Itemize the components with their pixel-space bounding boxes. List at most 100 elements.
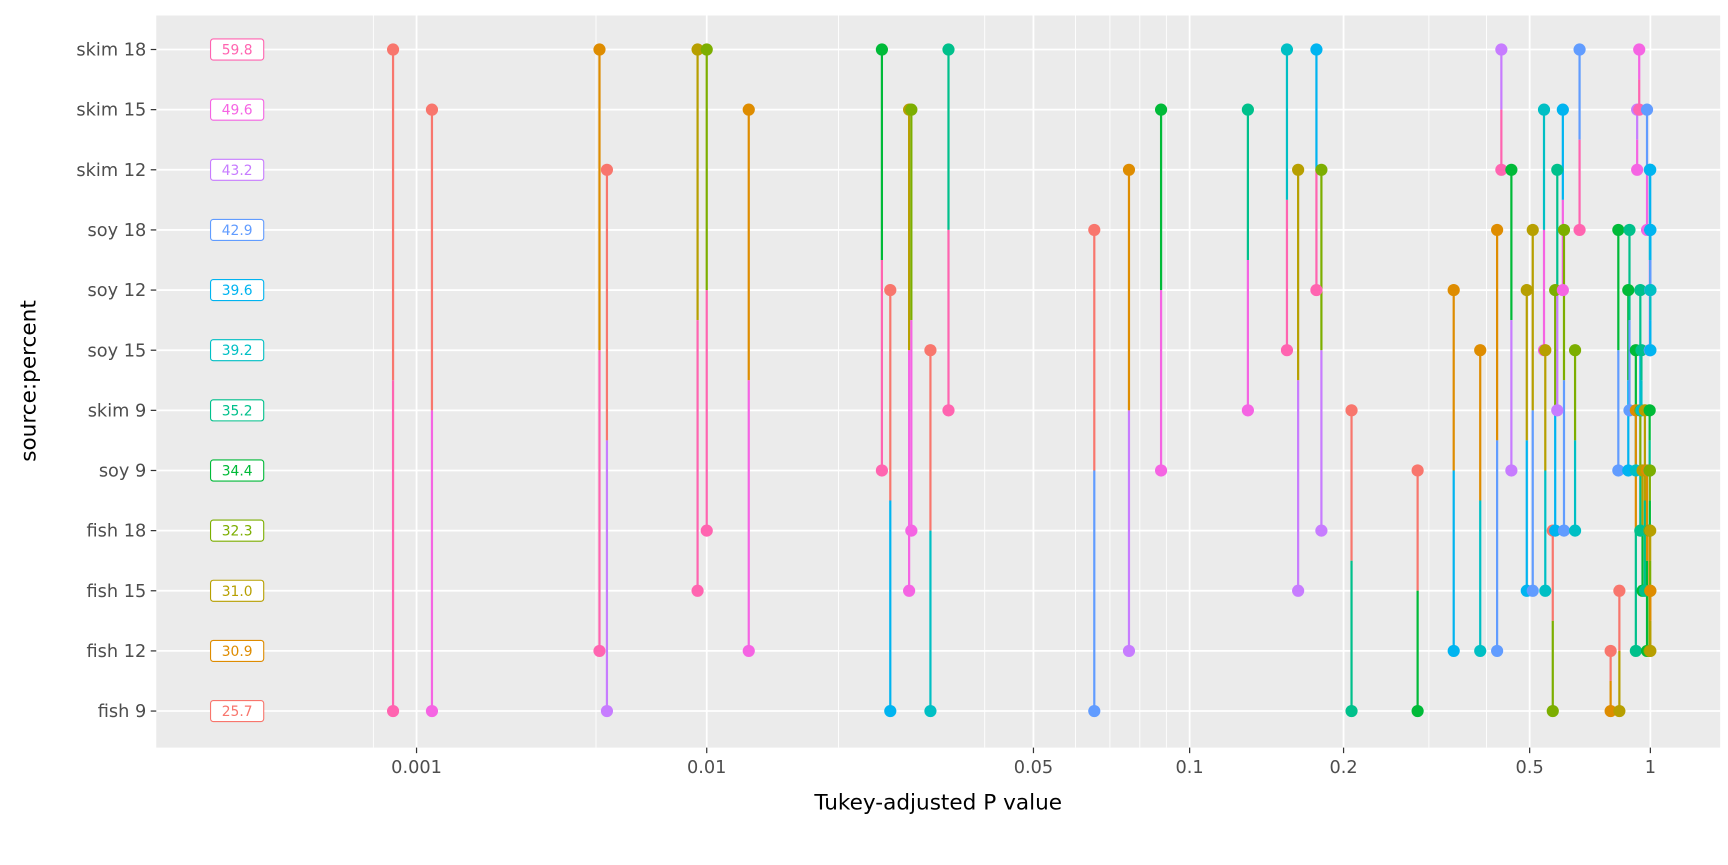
comparison-point	[1644, 644, 1657, 658]
comparison-point	[1505, 163, 1518, 176]
comparison-point	[884, 283, 897, 297]
comparison-point	[1310, 283, 1323, 297]
y-tick-label: skim 9	[88, 401, 147, 421]
comparison-point	[1644, 344, 1657, 357]
comparison-point	[1411, 464, 1424, 477]
comparison-point	[1539, 344, 1552, 357]
comparison-point	[1644, 283, 1657, 297]
comparison-point	[1549, 524, 1562, 537]
comparison-point	[593, 43, 606, 56]
comparison-point	[1310, 43, 1323, 56]
comparison-point	[1546, 704, 1559, 718]
mean-label: 32.3	[222, 524, 253, 540]
comparison-point	[1280, 344, 1294, 357]
comparison-point	[1613, 584, 1626, 597]
comparison-point	[924, 704, 937, 718]
x-axis-title: Tukey-adjusted P value	[813, 791, 1062, 816]
mean-label: 25.7	[222, 704, 253, 720]
comparison-point	[700, 43, 713, 56]
mean-label: 35.2	[222, 403, 253, 419]
comparison-point	[1573, 43, 1586, 56]
comparison-point	[1088, 704, 1101, 718]
x-tick-label: 0.1	[1176, 758, 1204, 778]
mean-label-box	[209, 98, 265, 121]
comparison-point	[1495, 163, 1508, 176]
comparison-point	[1604, 704, 1617, 718]
comparison-point	[691, 43, 704, 56]
comparison-point	[1568, 344, 1582, 357]
comparison-point	[1292, 163, 1305, 176]
comparison-point	[905, 103, 918, 116]
comparison-point	[1629, 644, 1642, 658]
x-tick-label: 1	[1645, 758, 1656, 778]
comparison-point	[1088, 223, 1101, 237]
comparison-point	[1623, 223, 1636, 237]
comparison-point	[742, 103, 755, 116]
comparison-point	[1474, 344, 1487, 357]
comparison-point	[1154, 103, 1168, 116]
panel-background	[156, 15, 1721, 748]
comparison-point	[1556, 103, 1569, 116]
comparison-point	[1315, 524, 1328, 537]
x-tick-label: 0.2	[1329, 758, 1357, 778]
comparison-point	[1633, 43, 1646, 56]
y-tick-label: fish 12	[86, 642, 146, 662]
y-tick-label: soy 12	[88, 281, 147, 301]
mean-label: 59.8	[222, 42, 253, 58]
comparison-point	[742, 644, 755, 658]
comparison-point	[1612, 464, 1625, 477]
comparison-point	[875, 464, 888, 477]
comparison-point	[1644, 163, 1657, 176]
comparison-point	[1474, 644, 1487, 658]
mean-label-box	[209, 278, 265, 302]
comparison-point	[1526, 584, 1539, 597]
comparison-point	[1411, 704, 1424, 718]
comparison-point	[942, 43, 955, 56]
comparison-point	[600, 704, 614, 718]
mean-label: 49.6	[222, 103, 253, 119]
comparison-point	[425, 103, 439, 116]
mean-label: 39.2	[222, 343, 253, 359]
x-tick-label: 0.001	[391, 758, 442, 778]
mean-label: 43.2	[222, 163, 253, 179]
y-axis-title: source:percent	[17, 300, 42, 462]
comparison-point	[1556, 283, 1569, 297]
comparison-point	[1280, 43, 1294, 56]
comparison-point	[924, 344, 937, 357]
mean-label-box	[209, 38, 265, 61]
comparison-point	[1635, 344, 1648, 357]
y-tick-label: fish 18	[86, 522, 146, 542]
x-tick-label: 0.5	[1516, 758, 1544, 778]
comparison-point	[1315, 163, 1328, 176]
comparison-point	[1631, 163, 1644, 176]
y-tick-label: fish 15	[86, 582, 146, 602]
mean-label-box	[209, 459, 265, 482]
mean-label-box	[209, 158, 265, 181]
comparison-point	[1634, 524, 1647, 537]
y-tick-label: skim 15	[76, 101, 146, 121]
minor-gridlines	[372, 15, 1487, 748]
mean-label: 34.4	[222, 463, 253, 479]
comparison-point	[600, 163, 614, 176]
y-tick-label: soy 9	[99, 462, 146, 482]
comparison-point	[1122, 644, 1136, 658]
comparison-point	[1495, 43, 1508, 56]
comparison-point	[1568, 524, 1582, 537]
comparison-point	[425, 704, 439, 718]
comparison-point	[386, 704, 400, 718]
comparison-point	[1122, 163, 1136, 176]
y-tick-label: soy 18	[88, 221, 147, 241]
comparison-point	[1241, 404, 1254, 417]
comparison-point	[1154, 464, 1168, 477]
comparison-point	[1491, 644, 1504, 658]
comparison-point	[1447, 644, 1460, 658]
comparison-point	[1613, 704, 1626, 718]
comparison-point	[1557, 223, 1571, 237]
mean-label-box	[209, 579, 265, 602]
comparison-point	[942, 404, 955, 417]
comparison-point	[1505, 464, 1518, 477]
y-tick-label: fish 9	[98, 702, 147, 722]
comparison-point	[1551, 404, 1564, 417]
comparison-point	[1643, 464, 1656, 477]
